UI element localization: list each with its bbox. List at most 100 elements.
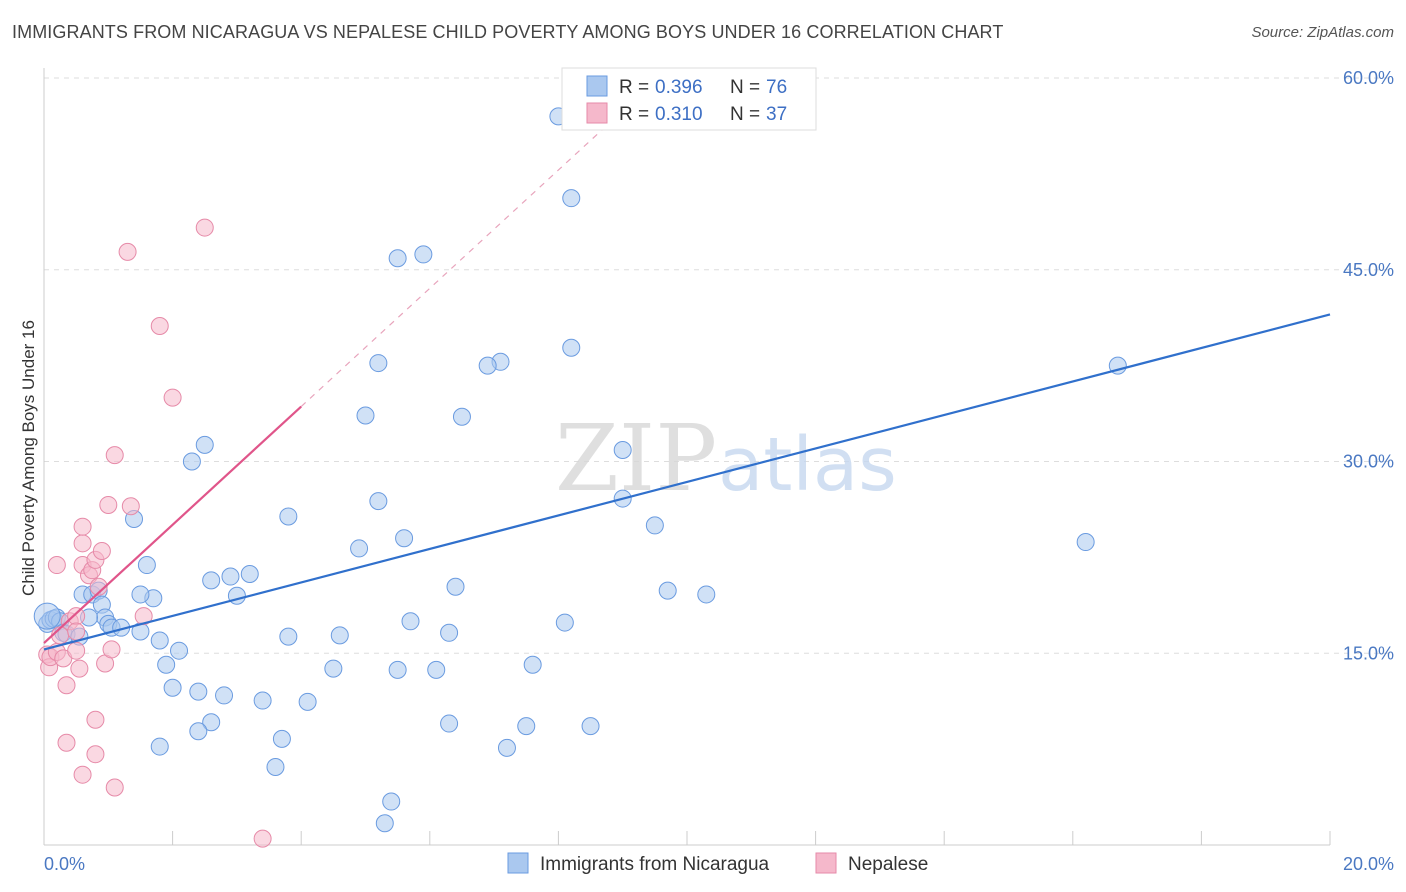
point-nepalese: [102, 640, 121, 659]
point-nepalese: [73, 765, 92, 784]
point-nicaragua: [298, 692, 317, 711]
x-tick-label-min: 0.0%: [44, 854, 85, 874]
legend-r-label-2: R =: [619, 104, 649, 125]
point-nicaragua: [131, 585, 150, 604]
point-nicaragua: [189, 722, 208, 741]
point-nicaragua: [221, 567, 240, 586]
point-nicaragua: [440, 623, 459, 642]
point-nepalese: [253, 829, 272, 848]
point-nicaragua: [440, 714, 459, 733]
point-nicaragua: [523, 655, 542, 674]
y-tick-label: 15.0%: [1343, 643, 1394, 663]
point-nicaragua: [645, 516, 664, 535]
x-tick-labels: 0.0% 20.0%: [44, 854, 1394, 874]
point-nepalese: [89, 577, 108, 596]
point-nicaragua: [163, 678, 182, 697]
point-nicaragua: [395, 529, 414, 548]
legend-swatch-nepalese: [586, 102, 608, 124]
point-nicaragua: [562, 189, 581, 208]
legend-swatch-nicaragua: [586, 75, 608, 97]
point-nicaragua: [150, 737, 169, 756]
point-nicaragua: [279, 507, 298, 526]
source-credit: Source: ZipAtlas.com: [1251, 24, 1394, 41]
point-nicaragua: [382, 792, 401, 811]
point-nepalese: [67, 607, 86, 626]
bottom-legend-label-nepalese: Nepalese: [848, 854, 928, 875]
point-nicaragua: [356, 406, 375, 425]
point-nicaragua: [266, 758, 285, 777]
y-tick-labels: 15.0% 30.0% 45.0% 60.0%: [1343, 68, 1394, 663]
chart-title: IMMIGRANTS FROM NICARAGUA VS NEPALESE CH…: [12, 22, 1004, 42]
point-nicaragua: [253, 691, 272, 710]
point-nicaragua: [240, 564, 259, 583]
point-nicaragua: [170, 641, 189, 660]
y-tick-label: 30.0%: [1343, 452, 1394, 472]
point-nicaragua: [478, 356, 497, 375]
legend-r-label-1: R =: [619, 77, 649, 98]
point-nepalese: [195, 218, 214, 237]
point-nepalese: [70, 659, 89, 678]
point-nepalese: [118, 242, 137, 261]
point-nicaragua: [324, 659, 343, 678]
point-nicaragua: [388, 249, 407, 268]
point-nepalese: [47, 556, 66, 575]
point-nicaragua: [369, 354, 388, 373]
point-nicaragua: [195, 435, 214, 454]
point-nepalese: [73, 534, 92, 553]
point-nicaragua: [1076, 533, 1095, 552]
point-nicaragua: [182, 452, 201, 471]
point-nepalese: [105, 446, 124, 465]
point-nepalese: [67, 641, 86, 660]
point-nicaragua: [517, 717, 536, 736]
legend-n-value-1: 76: [766, 77, 787, 98]
point-nepalese: [121, 497, 140, 516]
point-nicaragua: [202, 571, 221, 590]
legend: R = 0.396 N = 76 R = 0.310 N = 37: [561, 67, 817, 131]
trend-line-nepalese-extension: [300, 110, 624, 407]
y-axis-label: Child Poverty Among Boys Under 16: [19, 320, 38, 596]
point-nicaragua: [388, 660, 407, 679]
legend-n-label-1: N =: [730, 77, 760, 98]
point-nicaragua: [497, 738, 516, 757]
point-nepalese: [57, 733, 76, 752]
legend-r-value-1: 0.396: [655, 77, 703, 98]
trend-line-nicaragua: [43, 313, 1331, 651]
point-nicaragua: [581, 717, 600, 736]
point-nepalese: [163, 388, 182, 407]
point-nepalese: [99, 495, 118, 514]
point-nicaragua: [157, 655, 176, 674]
y-tick-label: 45.0%: [1343, 260, 1394, 280]
point-nepalese: [57, 676, 76, 695]
point-nicaragua: [555, 613, 574, 632]
legend-n-label-2: N =: [730, 104, 760, 125]
trend-line-nepalese: [43, 405, 302, 644]
bottom-legend: Immigrants from Nicaragua Nepalese: [507, 852, 928, 875]
point-nicaragua-cluster: [33, 602, 61, 630]
point-nepalese: [150, 316, 169, 335]
point-nepalese: [92, 541, 111, 560]
point-nepalese: [105, 778, 124, 797]
point-nepalese: [86, 710, 105, 729]
point-nepalese: [67, 622, 86, 641]
point-nicaragua: [350, 539, 369, 558]
point-nicaragua: [272, 729, 291, 748]
y-tick-label: 60.0%: [1343, 68, 1394, 88]
point-nicaragua: [697, 585, 716, 604]
point-nepalese: [73, 517, 92, 536]
point-nicaragua: [658, 581, 677, 600]
legend-r-value-2: 0.310: [655, 104, 703, 125]
trend-lines: [43, 110, 1331, 651]
point-nicaragua: [452, 407, 471, 426]
bottom-legend-swatch-nicaragua: [507, 852, 529, 874]
watermark: ZIP atlas: [555, 405, 897, 512]
point-nepalese: [86, 745, 105, 764]
point-nicaragua: [369, 492, 388, 511]
point-nicaragua: [215, 686, 234, 705]
point-nicaragua: [446, 577, 465, 596]
point-nicaragua: [375, 814, 394, 833]
bottom-legend-swatch-nepalese: [815, 852, 837, 874]
bottom-legend-label-nicaragua: Immigrants from Nicaragua: [540, 854, 770, 875]
point-nicaragua: [189, 682, 208, 701]
point-nicaragua: [613, 440, 632, 459]
